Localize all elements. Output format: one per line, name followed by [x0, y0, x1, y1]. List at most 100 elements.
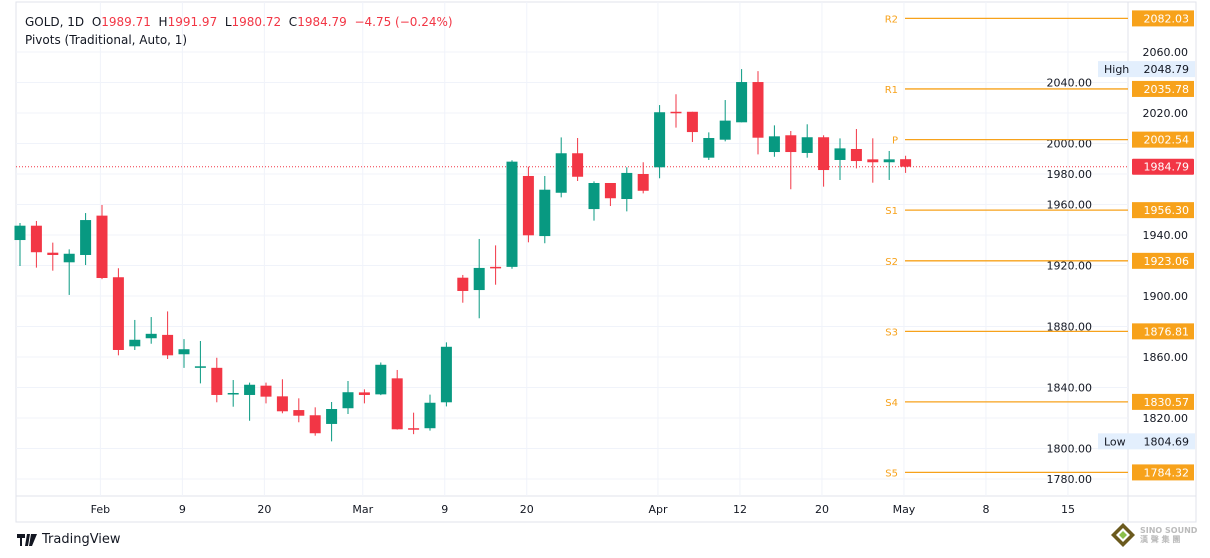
candle-body[interactable]: [588, 182, 600, 210]
candle-body[interactable]: [719, 120, 731, 140]
candle-body[interactable]: [112, 277, 124, 350]
candle-body[interactable]: [522, 175, 534, 236]
open-value: 1989.71: [101, 15, 151, 29]
x-tick-label: 8: [982, 503, 989, 516]
candle-body[interactable]: [539, 189, 551, 237]
candle-body[interactable]: [424, 402, 436, 429]
candle-body[interactable]: [686, 111, 698, 133]
candle-body[interactable]: [244, 384, 256, 395]
brand-name: TradingView: [42, 532, 121, 547]
candle-body[interactable]: [768, 136, 780, 153]
candle-body[interactable]: [473, 267, 485, 291]
candle-body[interactable]: [785, 135, 797, 153]
candle-body[interactable]: [14, 225, 26, 241]
candle-body[interactable]: [621, 172, 633, 200]
x-tick-label: Mar: [352, 503, 373, 516]
y-tick-label: 1820.00: [1143, 412, 1189, 425]
candle-body[interactable]: [211, 367, 223, 395]
pivot-badge-s3: [1132, 323, 1194, 340]
pivot-label-s2: S2: [885, 257, 898, 268]
pivot-label-p: P: [892, 136, 898, 147]
x-tick-label: 20: [520, 503, 534, 516]
y-tick-label: 2000.00: [1047, 138, 1093, 151]
indicator-label[interactable]: Pivots (Traditional, Auto, 1): [25, 33, 188, 47]
candle-body[interactable]: [80, 220, 92, 255]
candle-body[interactable]: [276, 396, 288, 412]
candle-body[interactable]: [162, 334, 174, 356]
candle-body[interactable]: [555, 153, 567, 193]
candle-body[interactable]: [293, 410, 305, 416]
candle-body[interactable]: [440, 346, 452, 403]
candle-body[interactable]: [883, 159, 895, 163]
chart-legend: GOLD, 1D O1989.71 H1991.97 L1980.72 C198…: [25, 13, 453, 49]
pivot-value-r1: 2035.78: [1144, 83, 1190, 96]
tradingview-logo-icon: [17, 533, 37, 546]
symbol-label[interactable]: GOLD, 1D: [25, 15, 85, 29]
x-tick-label: Apr: [648, 503, 668, 516]
y-tick-label: 1900.00: [1143, 290, 1189, 303]
pivot-value-r2: 2082.03: [1144, 12, 1190, 25]
pivot-badge-s1: [1132, 202, 1194, 219]
tradingview-brand[interactable]: TradingView: [17, 532, 121, 547]
x-tick-label: Feb: [91, 503, 110, 516]
candle-body[interactable]: [490, 266, 502, 269]
candle-body[interactable]: [260, 385, 272, 397]
candle-body[interactable]: [801, 137, 813, 153]
candle-body[interactable]: [506, 161, 518, 267]
candle-body[interactable]: [47, 252, 59, 255]
candle-body[interactable]: [391, 378, 403, 430]
candle-body[interactable]: [900, 159, 912, 167]
candle-body[interactable]: [867, 159, 879, 163]
candle-body[interactable]: [129, 339, 141, 347]
y-tick-label: 1780.00: [1047, 473, 1093, 486]
pivot-value-s4: 1830.57: [1144, 396, 1190, 409]
candle-body[interactable]: [850, 148, 862, 162]
candle-body[interactable]: [178, 349, 190, 355]
x-tick-label: 15: [1061, 503, 1075, 516]
pivot-value-s5: 1784.32: [1144, 466, 1190, 479]
candle-body[interactable]: [63, 253, 75, 263]
candle-body[interactable]: [457, 277, 469, 291]
low-badge: [1098, 433, 1195, 450]
x-tick-label: 12: [733, 503, 747, 516]
candle-body[interactable]: [834, 148, 846, 160]
candle-body[interactable]: [309, 415, 321, 434]
candle-body[interactable]: [227, 392, 239, 395]
candle-body[interactable]: [604, 182, 616, 199]
y-tick-label: 1960.00: [1047, 199, 1093, 212]
candle-body[interactable]: [375, 364, 387, 395]
candle-body[interactable]: [145, 333, 157, 339]
pivot-label-r1: R1: [885, 85, 898, 96]
candle-body[interactable]: [703, 138, 715, 158]
candle-body[interactable]: [326, 409, 338, 424]
low-label: L: [224, 15, 232, 29]
close-value: 1984.79: [297, 15, 347, 29]
candle-body[interactable]: [194, 366, 206, 368]
chart-frame: [15, 1, 1197, 523]
candle-body[interactable]: [736, 82, 748, 123]
low-value: 1804.69: [1144, 435, 1190, 448]
candle-body[interactable]: [752, 82, 764, 138]
candle-body[interactable]: [637, 174, 649, 191]
pivot-badge-r2: [1132, 10, 1194, 27]
candle-body[interactable]: [408, 428, 420, 430]
last-price-badge: [1132, 158, 1194, 175]
pivot-label-r2: R2: [885, 14, 898, 25]
pivot-label-s1: S1: [885, 206, 898, 217]
high-badge: [1098, 61, 1195, 78]
candle-body[interactable]: [96, 215, 108, 279]
candle-body[interactable]: [358, 392, 370, 395]
x-tick-label: 20: [815, 503, 829, 516]
y-tick-label: 1880.00: [1047, 321, 1093, 334]
watermark-text: SINO SOUND 漢 聲 集 團: [1140, 526, 1198, 544]
ohlc-line: GOLD, 1D O1989.71 H1991.97 L1980.72 C198…: [25, 13, 453, 31]
candle-body[interactable]: [670, 111, 682, 114]
candle-body[interactable]: [30, 225, 42, 253]
candle-body[interactable]: [654, 112, 666, 168]
candle-body[interactable]: [572, 153, 584, 177]
pivot-value-s3: 1876.81: [1144, 325, 1190, 338]
candle-body[interactable]: [342, 392, 354, 409]
x-tick-label: 9: [441, 503, 448, 516]
candle-body[interactable]: [818, 137, 830, 171]
